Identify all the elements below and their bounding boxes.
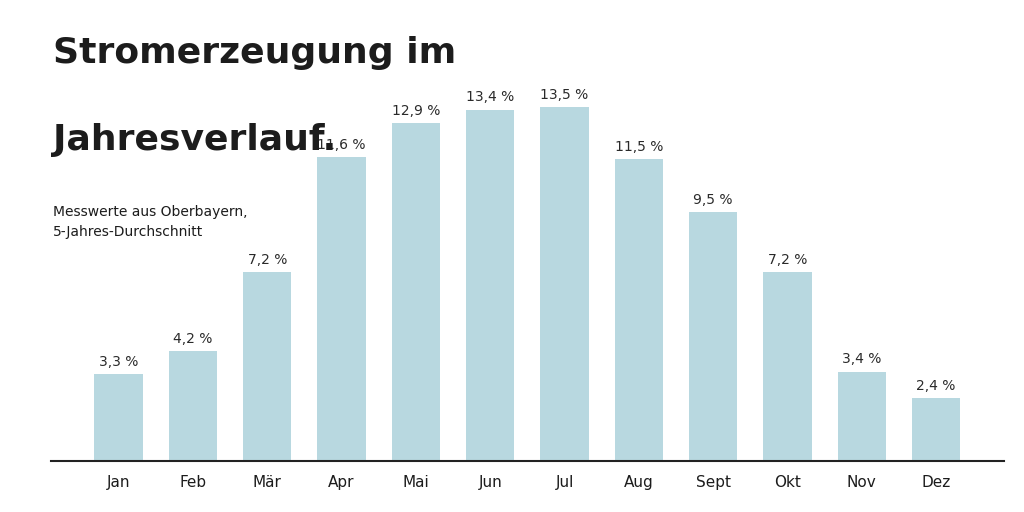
- Text: Messwerte aus Oberbayern,
5-Jahres-Durchschnitt: Messwerte aus Oberbayern, 5-Jahres-Durch…: [53, 205, 248, 240]
- Text: 2,4 %: 2,4 %: [916, 379, 955, 393]
- Text: 13,4 %: 13,4 %: [466, 91, 514, 104]
- Bar: [169, 351, 217, 461]
- Text: 3,4 %: 3,4 %: [842, 352, 882, 367]
- Bar: [392, 123, 440, 461]
- Bar: [763, 272, 812, 461]
- Text: Jahresverlauf.: Jahresverlauf.: [53, 123, 337, 157]
- Bar: [466, 110, 514, 461]
- Bar: [614, 159, 663, 461]
- Text: 12,9 %: 12,9 %: [392, 103, 440, 118]
- Bar: [912, 398, 961, 461]
- Text: Stromerzeugung im: Stromerzeugung im: [53, 36, 457, 70]
- Text: 13,5 %: 13,5 %: [541, 88, 589, 102]
- Bar: [317, 157, 366, 461]
- Text: 3,3 %: 3,3 %: [99, 355, 138, 369]
- Text: 7,2 %: 7,2 %: [248, 253, 287, 267]
- Bar: [689, 212, 737, 461]
- Bar: [243, 272, 292, 461]
- Bar: [838, 372, 886, 461]
- Bar: [94, 374, 142, 461]
- Text: 11,5 %: 11,5 %: [614, 140, 663, 154]
- Text: 11,6 %: 11,6 %: [317, 138, 366, 152]
- Text: 4,2 %: 4,2 %: [173, 331, 213, 346]
- Bar: [541, 107, 589, 461]
- Text: 7,2 %: 7,2 %: [768, 253, 807, 267]
- Text: 9,5 %: 9,5 %: [693, 193, 733, 207]
